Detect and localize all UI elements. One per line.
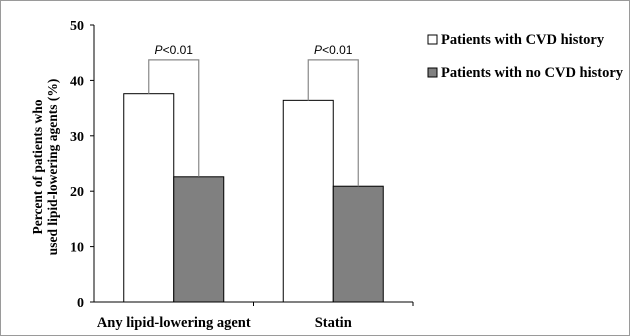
significance-bracket — [307, 59, 359, 187]
significance-bracket — [148, 59, 200, 177]
y-tick-label: 50 — [70, 19, 84, 34]
bar-cvd-history — [282, 99, 334, 303]
legend: Patients with CVD history Patients with … — [427, 32, 624, 81]
y-axis-label-line-2: used lipid-lowering agents (%) — [45, 79, 60, 256]
legend-label-cvd-history: Patients with CVD history — [441, 32, 605, 48]
legend-swatch-no-cvd-history — [427, 67, 438, 78]
y-tick-label: 0 — [77, 296, 84, 311]
x-category-label: Statin — [315, 315, 352, 331]
plot-area: 0 10 20 30 40 50 Any lipid-lowering agent P<0.0… — [70, 19, 414, 331]
bar-no-cvd-history — [332, 185, 384, 303]
bar-cvd-history — [123, 93, 175, 303]
legend-label-no-cvd-history: Patients with no CVD history — [441, 65, 624, 81]
y-tick-label: 30 — [70, 130, 84, 145]
y-tick-label: 10 — [70, 241, 84, 256]
legend-swatch-cvd-history — [427, 34, 438, 45]
p-value-label: P<0.01 — [314, 43, 353, 57]
y-axis-label-line-1: Percent of patients who — [30, 99, 45, 234]
bar-no-cvd-history — [173, 176, 225, 303]
x-category-label: Any lipid-lowering agent — [97, 315, 251, 331]
y-tick-label: 40 — [70, 74, 84, 89]
y-tick-label: 20 — [70, 185, 84, 200]
p-value-label: P<0.01 — [155, 43, 194, 57]
